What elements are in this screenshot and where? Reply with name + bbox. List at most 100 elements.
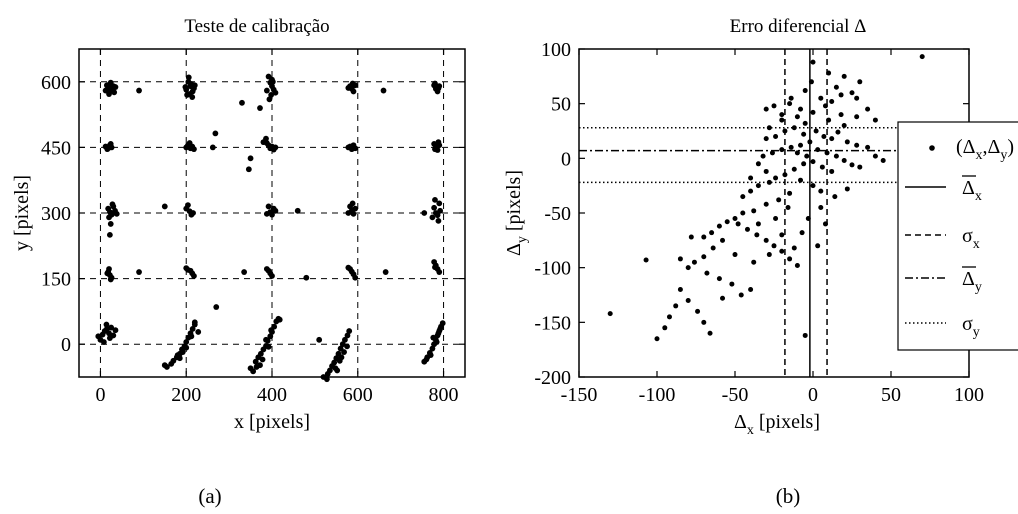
x-tick-label: -50 [722,384,749,406]
legend-sigma-x-label: σx [962,225,980,252]
data-point [818,95,824,101]
data-point [185,74,192,81]
delta-x-unit: [pixels] [759,411,820,433]
data-point [872,117,878,123]
data-point [810,109,816,115]
data-point [677,287,683,293]
data-point [791,125,797,131]
data-point [382,269,389,275]
data-point [421,210,428,216]
data-point [785,205,791,211]
data-point [821,133,827,139]
data-point [854,114,860,120]
data-point [751,208,757,214]
calibration-ylabel: y [pixels] [11,175,33,251]
data-point [880,158,886,164]
data-point [773,175,779,181]
data-point [826,70,832,76]
data-point [349,80,356,87]
data-point [776,197,782,203]
data-point [107,221,114,227]
legend-points-text-c: ) [1007,136,1014,158]
data-point [740,210,746,216]
data-point [435,139,442,146]
legend-points-text-a: (Δ [956,136,976,158]
data-point [763,201,769,207]
legend-mean-y-text: Δ [962,268,975,290]
x-tick-label: 100 [954,384,984,406]
data-point [257,105,263,111]
data-point [791,245,797,251]
data-point [338,354,345,361]
data-point [813,128,819,134]
data-point [104,146,111,153]
data-point [106,214,112,221]
delta-y-unit: [pixels] [503,170,525,231]
data-point [854,95,860,101]
data-point [766,125,772,131]
legend-mean-y-label: Δy [962,268,982,295]
data-point [744,226,750,232]
data-point [435,330,442,337]
data-point [136,269,142,275]
legend-mean-x-sub: x [975,189,982,204]
data-point [352,205,359,212]
data-point [268,327,275,334]
data-point [111,89,118,96]
legend-sigma-y-text: σ [962,313,973,335]
data-point [662,325,668,331]
data-point [350,88,357,95]
data-point [685,297,691,303]
data-point [849,90,855,96]
data-point [136,87,142,94]
data-point [112,84,119,90]
data-point [437,325,444,332]
data-point [272,207,279,214]
x-tick-label: 400 [257,384,287,406]
data-point [268,92,275,98]
data-point [810,59,816,65]
legend-sigma-x-text: σ [962,225,973,247]
data-point [161,203,168,210]
data-point [801,161,807,167]
data-point [818,205,824,211]
data-point [815,147,821,153]
data-point [763,237,769,243]
data-point [794,114,800,120]
data-point [732,215,738,221]
data-point [801,131,807,137]
data-point [423,356,430,363]
data-point [771,243,777,249]
data-point [760,153,766,159]
data-point [841,158,847,164]
data-point [810,183,816,189]
legend-mean-x-label: Δx [962,177,982,204]
differential-error-xlabel: Δx [pixels] [734,411,820,438]
data-point [112,327,119,334]
data-point [316,336,323,343]
data-point [779,248,785,254]
data-point [755,183,761,189]
data-point [919,54,925,60]
data-point [294,207,301,214]
y-tick-label: 50 [551,94,571,116]
legend: (Δx,Δy) Δx σx Δy σy [897,121,1018,351]
data-point [189,94,196,101]
calibration-title: Teste de calibração [184,16,329,37]
data-point [195,329,202,335]
legend-sigma-y-label: σy [962,313,980,340]
data-point [677,256,683,262]
data-point [701,234,707,240]
data-point [654,336,660,342]
y-tick-label: 100 [541,39,571,61]
legend-points-label: (Δx,Δy) [956,136,1014,163]
data-point [787,101,793,107]
panel-label-a: (a) [198,484,221,508]
data-point [265,343,272,350]
data-point [432,264,438,271]
data-point [252,358,259,365]
y-tick-label: -200 [534,367,571,389]
data-point [849,162,855,168]
data-point [829,98,835,104]
